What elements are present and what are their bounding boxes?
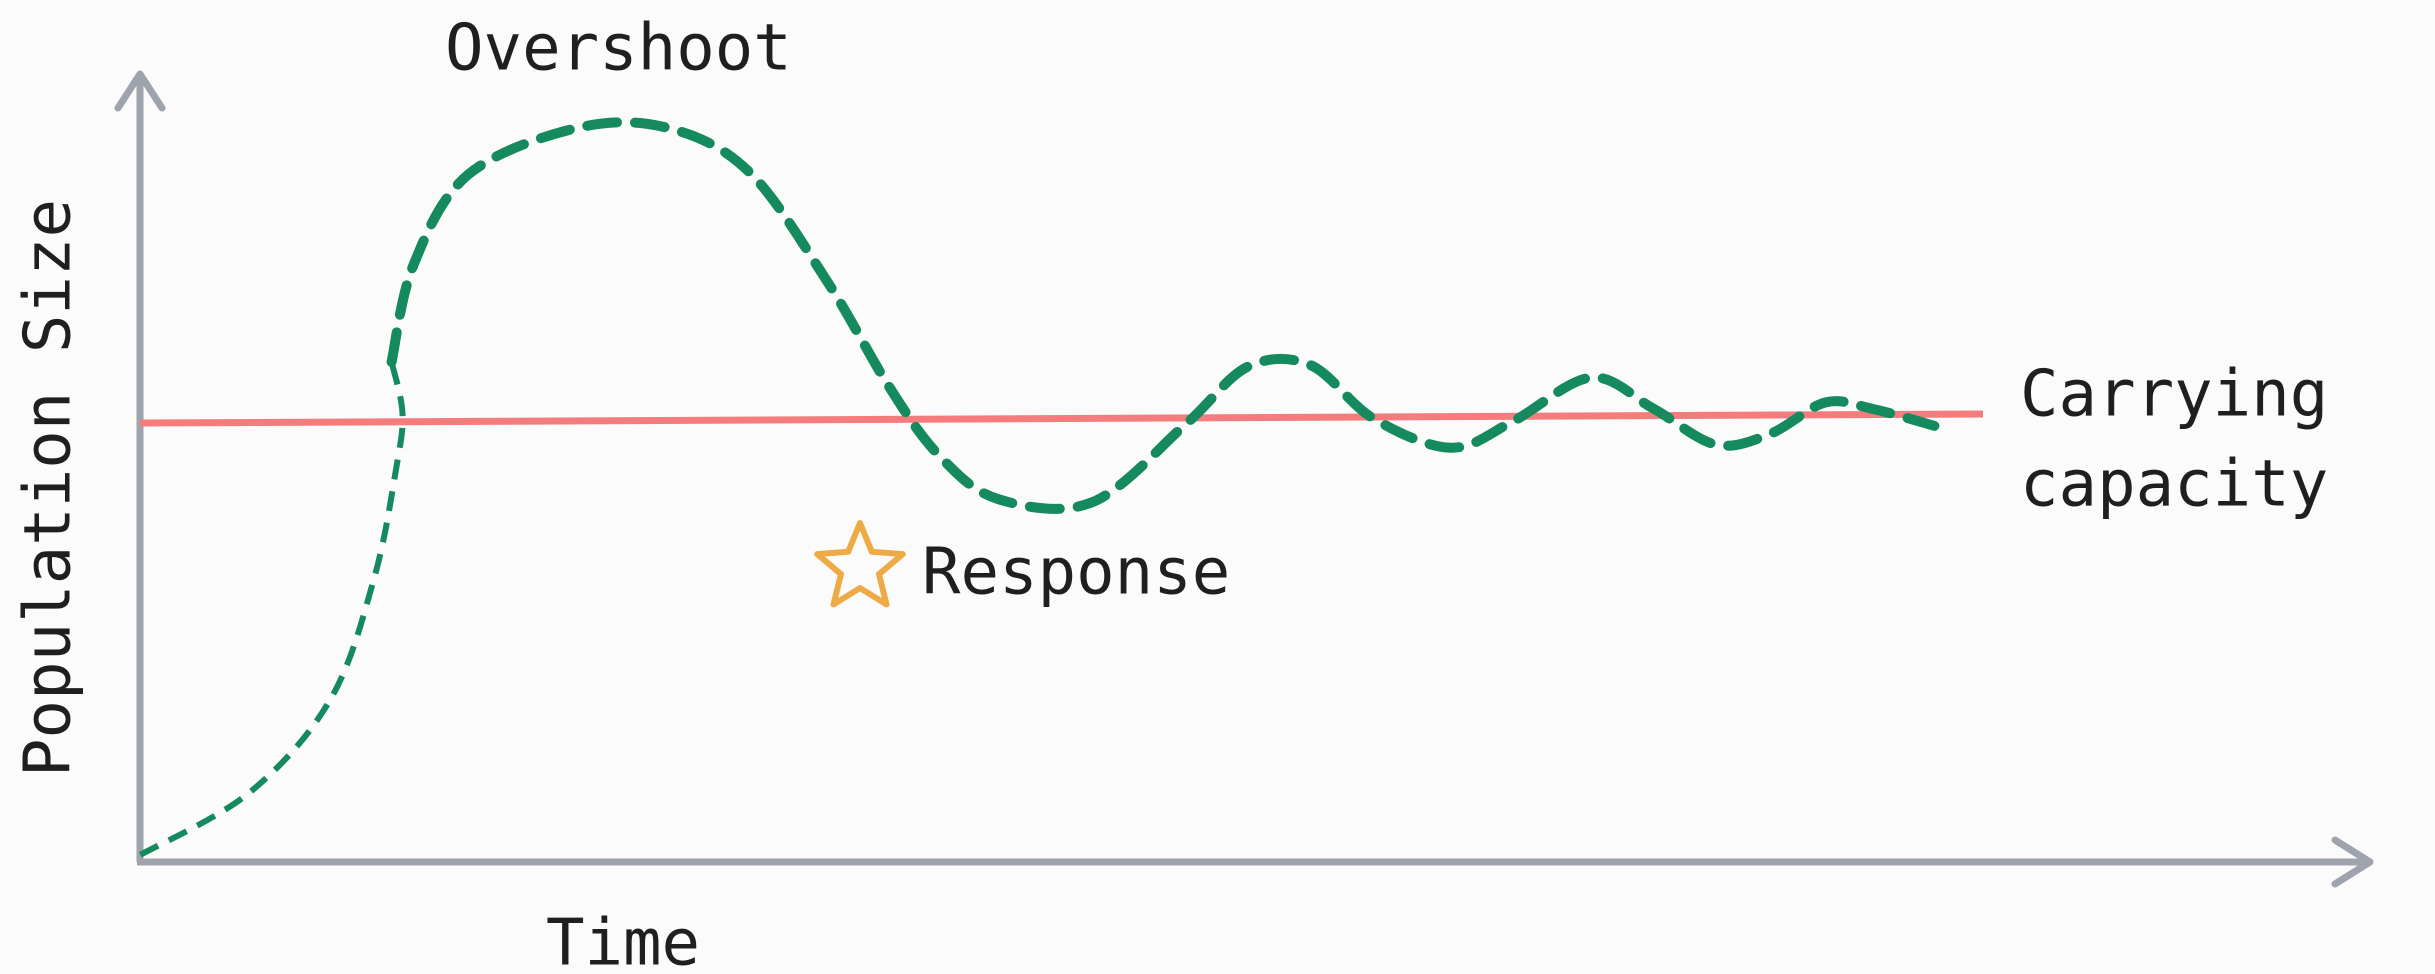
x-axis-arrow (2331, 836, 2374, 888)
overshoot-label: Overshoot (445, 12, 792, 86)
capacity-label: Carrying (2020, 358, 2328, 432)
y-axis-arrow (114, 70, 166, 112)
response-star (814, 520, 906, 608)
oscillation-curve (386, 117, 1940, 514)
y-axis-label: Population Size (12, 199, 86, 777)
x-axis-label: Time (546, 907, 700, 974)
capacity-line (139, 410, 1984, 427)
response-label: Response (922, 536, 1230, 610)
capacity-label: capacity (2020, 448, 2328, 522)
